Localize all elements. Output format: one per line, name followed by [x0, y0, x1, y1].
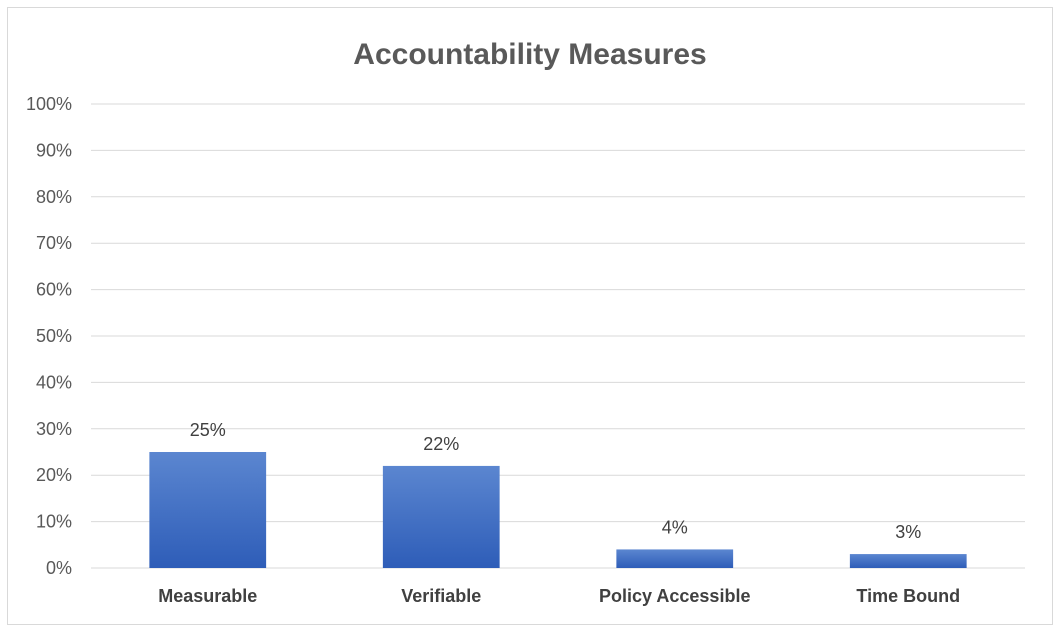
y-tick-label: 90% — [36, 140, 72, 160]
data-label: 25% — [190, 420, 226, 440]
y-tick-label: 100% — [26, 94, 72, 114]
y-tick-label: 40% — [36, 372, 72, 392]
y-axis-ticks: 0% 10% 20% 30% 40% 50% 60% 70% 80% 90% 100% — [26, 94, 72, 578]
y-tick-label: 0% — [46, 558, 72, 578]
x-category-label: Time Bound — [856, 586, 960, 606]
bar — [149, 452, 267, 568]
x-category-label: Measurable — [158, 586, 257, 606]
bars — [149, 452, 967, 568]
bar — [849, 554, 967, 568]
data-label: 4% — [662, 517, 688, 537]
y-tick-label: 80% — [36, 187, 72, 207]
data-label: 22% — [423, 434, 459, 454]
chart-title: Accountability Measures — [353, 38, 706, 71]
x-axis-categories: Measurable Verifiable Policy Accessible Tim… — [158, 586, 960, 606]
y-tick-label: 50% — [36, 326, 72, 346]
bar — [382, 465, 500, 568]
y-tick-label: 60% — [36, 280, 72, 300]
y-tick-label: 10% — [36, 512, 72, 532]
y-tick-label: 30% — [36, 419, 72, 439]
data-label: 3% — [895, 522, 921, 542]
x-category-label: Policy Accessible — [599, 586, 750, 606]
data-labels: 25% 22% 4% 3% — [190, 420, 922, 542]
y-tick-label: 70% — [36, 233, 72, 253]
x-category-label: Verifiable — [401, 586, 481, 606]
bar — [616, 549, 734, 568]
y-tick-label: 20% — [36, 465, 72, 485]
